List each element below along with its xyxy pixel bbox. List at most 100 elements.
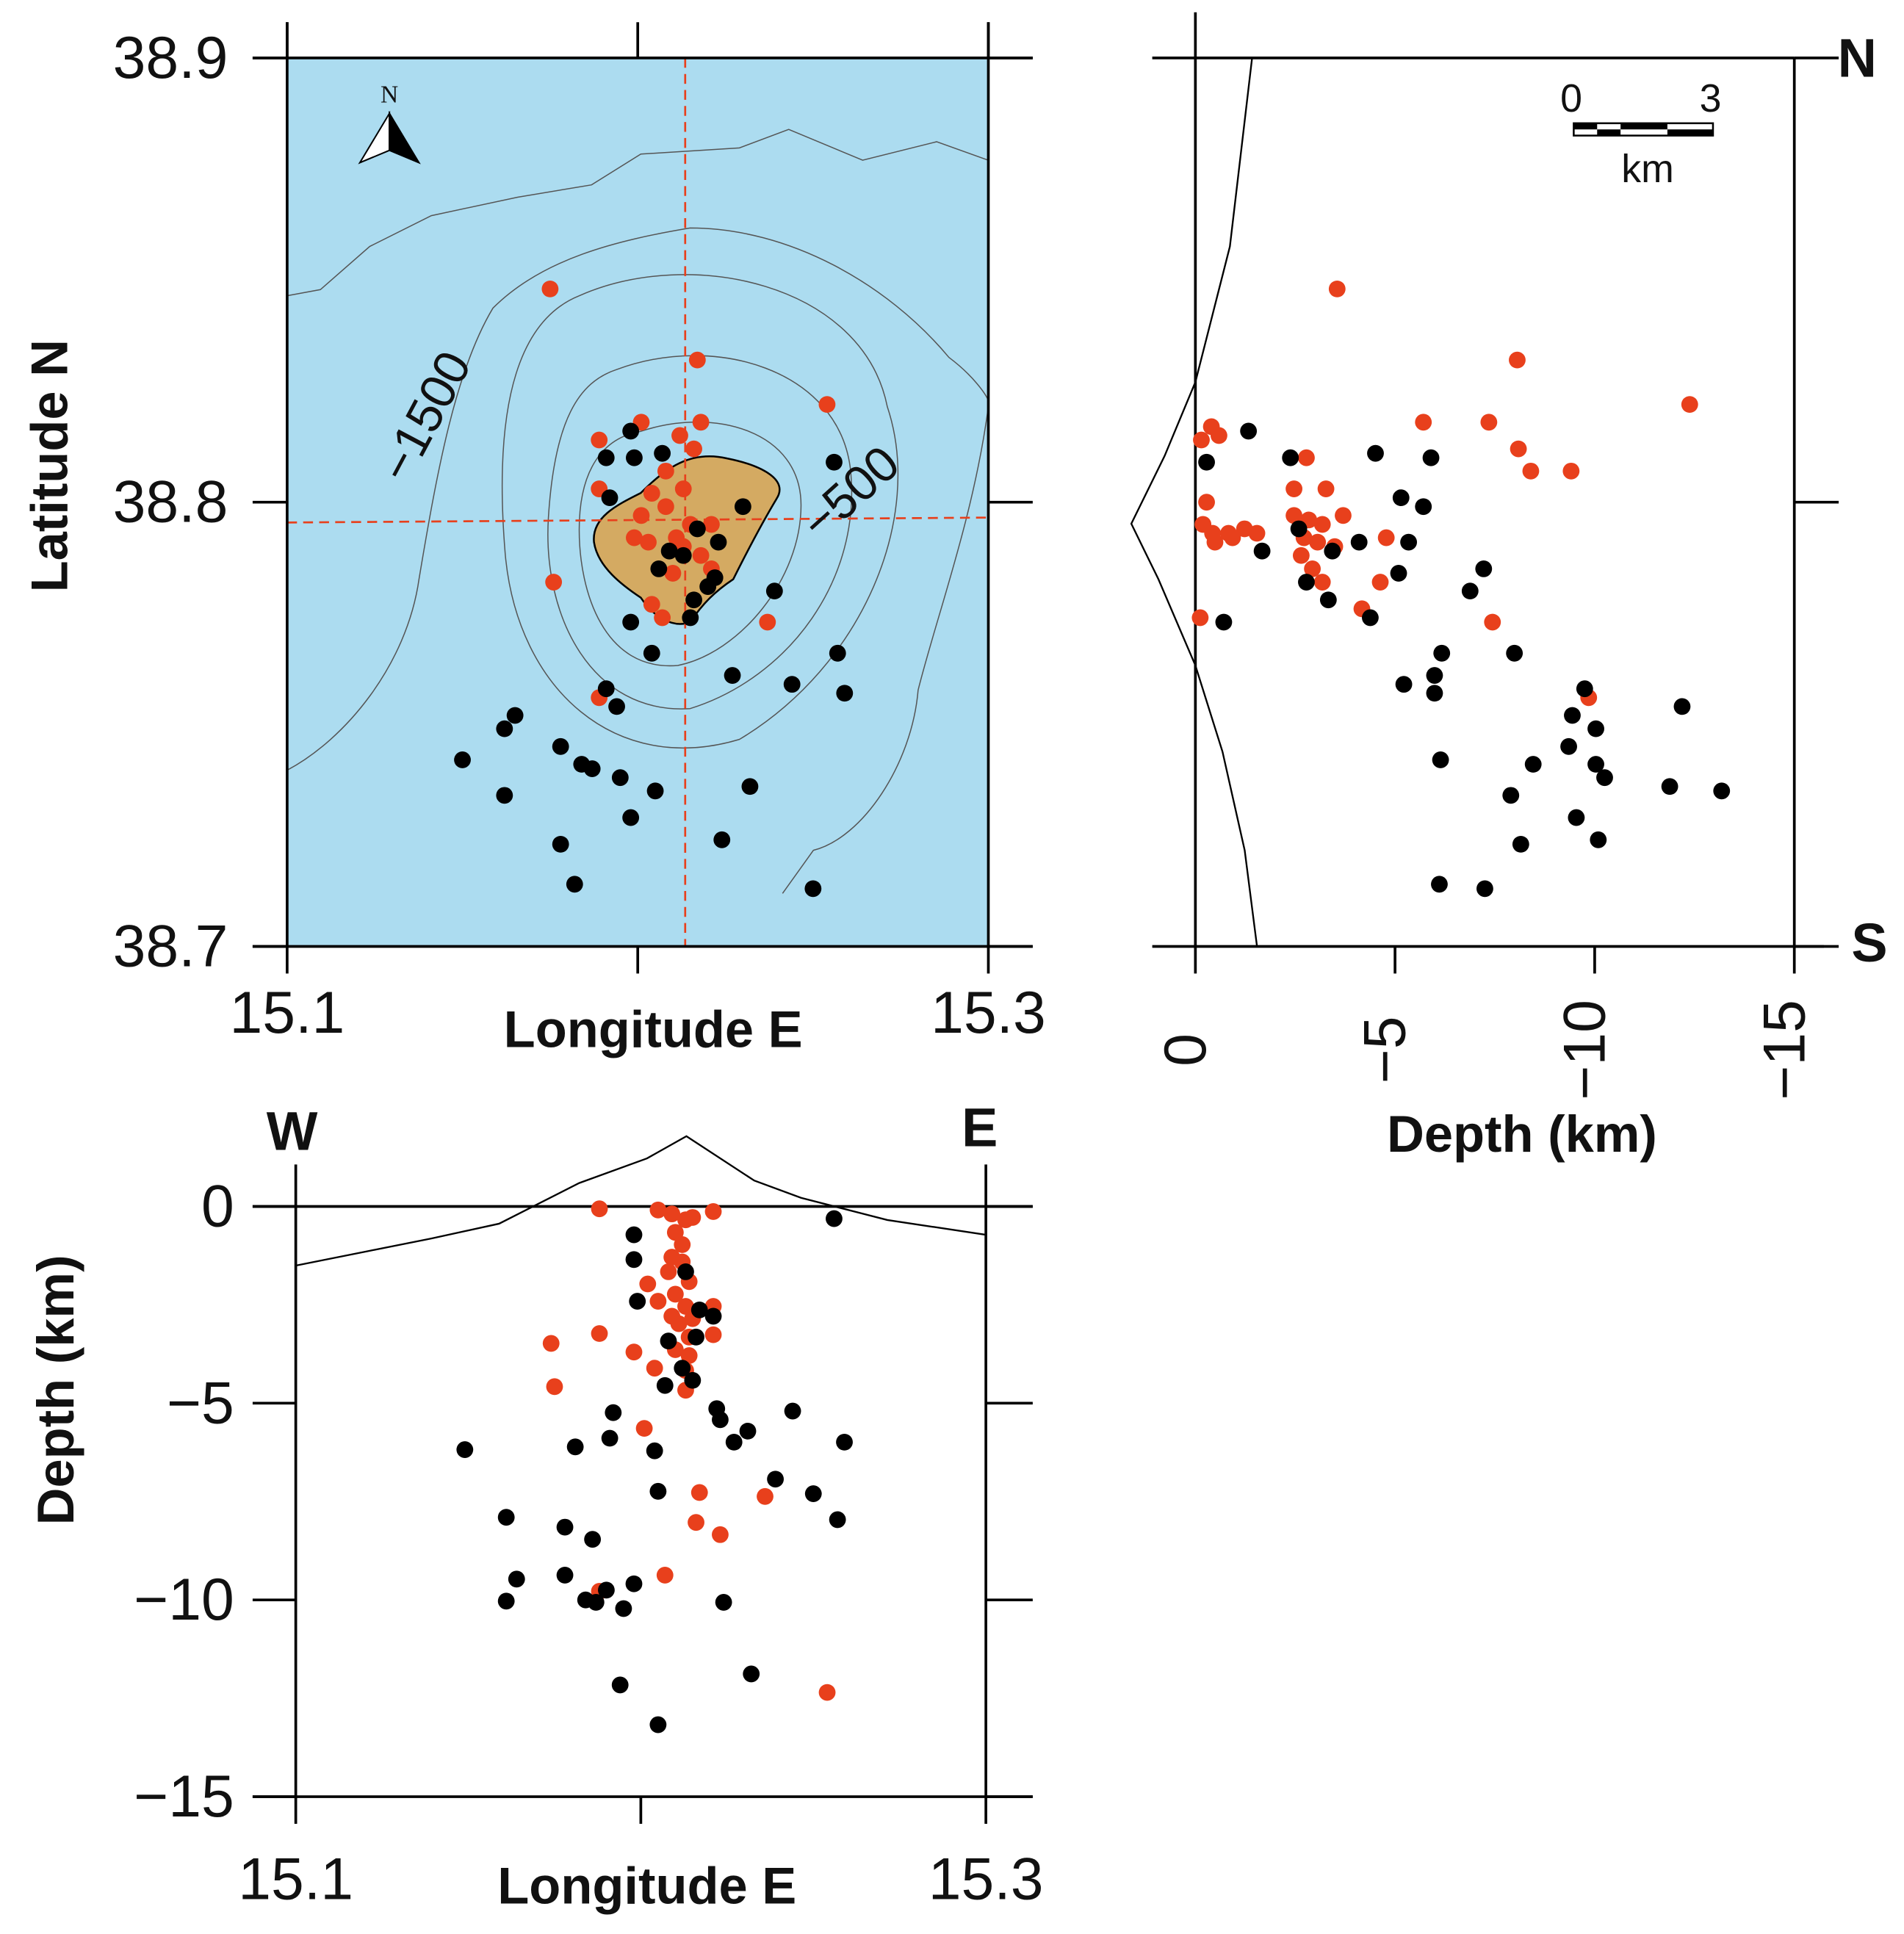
quake-point — [660, 1332, 677, 1350]
quake-point — [784, 1402, 801, 1420]
quake-point — [1713, 782, 1731, 800]
quake-point — [666, 1224, 684, 1241]
x-tick-label: 0 — [1153, 1033, 1219, 1067]
quake-point — [626, 529, 643, 546]
quake-point — [1285, 507, 1303, 524]
quake-point — [1461, 582, 1479, 600]
quake-point — [556, 1567, 574, 1584]
x-tick-label: −15 — [1751, 1000, 1817, 1100]
x-axis-title: Depth (km) — [1387, 1105, 1657, 1163]
quake-point — [712, 1526, 729, 1543]
quake-point — [496, 787, 513, 804]
y-tick-label: 38.9 — [113, 25, 228, 91]
quake-point — [1400, 533, 1418, 551]
quake-point — [741, 778, 759, 795]
quake-point — [496, 720, 513, 737]
quake-point — [1568, 809, 1585, 826]
quake-point — [1480, 414, 1498, 431]
quake-point — [556, 1518, 574, 1536]
quake-point — [1681, 396, 1698, 414]
quake-point — [1502, 787, 1520, 804]
quake-point — [625, 1343, 643, 1361]
quake-point — [734, 498, 751, 516]
annotation: km — [1621, 147, 1674, 191]
quake-point — [1512, 835, 1529, 853]
quake-point — [601, 489, 619, 507]
quake-point — [1522, 462, 1540, 480]
quake-point — [1415, 414, 1432, 431]
quake-point — [660, 542, 678, 560]
quake-point — [703, 516, 720, 533]
quake-point — [685, 591, 702, 609]
quake-point — [1661, 778, 1678, 795]
x-tick-label: 15.3 — [928, 1846, 1044, 1912]
quake-point — [1673, 698, 1691, 715]
annotation: 0 — [1560, 76, 1582, 120]
quake-point — [454, 751, 471, 768]
quake-point — [1564, 707, 1581, 724]
quake-point — [1596, 769, 1613, 787]
quake-point — [506, 707, 524, 724]
quake-point — [1282, 449, 1299, 466]
quake-point — [713, 831, 731, 848]
quake-point — [1560, 737, 1577, 755]
annotation: N — [1838, 27, 1877, 88]
quake-point — [836, 685, 854, 702]
quake-point — [639, 1275, 657, 1293]
quake-point — [591, 1200, 608, 1218]
quake-point — [622, 613, 640, 631]
quake-point — [605, 1404, 622, 1421]
quake-point — [508, 1570, 525, 1588]
quake-point — [1211, 427, 1227, 444]
quake-point — [1324, 542, 1341, 560]
quake-point — [646, 782, 664, 800]
quake-point — [666, 1285, 684, 1303]
quake-point — [1484, 613, 1501, 631]
quake-point — [674, 480, 692, 497]
quake-point — [670, 1315, 688, 1332]
quake-point — [625, 1226, 643, 1244]
quake-point — [1475, 560, 1493, 577]
quake-point — [1304, 560, 1321, 577]
quake-point — [1426, 685, 1443, 702]
annotation: S — [1851, 912, 1887, 973]
quake-point — [1206, 533, 1224, 551]
quake-point — [836, 1433, 853, 1451]
quake-point — [818, 396, 836, 414]
quake-point — [826, 453, 843, 471]
quake-point — [757, 1487, 774, 1505]
quake-point — [649, 1293, 667, 1310]
x-tick-label: 15.3 — [931, 980, 1046, 1046]
quake-point — [625, 1575, 643, 1592]
y-tick-label: 0 — [201, 1173, 234, 1239]
quake-point — [640, 533, 657, 551]
quake-point — [1371, 574, 1389, 591]
quake-point — [597, 449, 615, 466]
quake-point — [597, 680, 615, 698]
quake-point — [497, 1509, 515, 1526]
annotation: 3 — [1700, 76, 1722, 120]
quake-point — [583, 760, 601, 777]
quake-point — [1191, 609, 1209, 627]
quake-point — [456, 1441, 474, 1458]
quake-point — [1422, 449, 1440, 466]
quake-point — [1198, 494, 1215, 511]
quake-point — [1509, 351, 1526, 369]
quake-point — [626, 449, 643, 466]
topography-profiles — [295, 57, 1258, 1267]
quake-point — [1313, 516, 1331, 533]
quake-point — [684, 1209, 702, 1226]
quake-point — [566, 876, 583, 893]
quake-point — [1328, 280, 1346, 297]
quake-point — [649, 1716, 667, 1733]
quake-point — [601, 1429, 619, 1447]
quake-point — [635, 1420, 653, 1437]
quake-point — [767, 1471, 784, 1488]
quake-point — [629, 1293, 646, 1310]
quake-point — [611, 769, 629, 787]
quake-point — [688, 351, 706, 369]
quake-point — [765, 582, 783, 600]
quake-point — [1285, 480, 1303, 497]
quake-point — [739, 1422, 757, 1440]
quake-point — [546, 1378, 563, 1396]
